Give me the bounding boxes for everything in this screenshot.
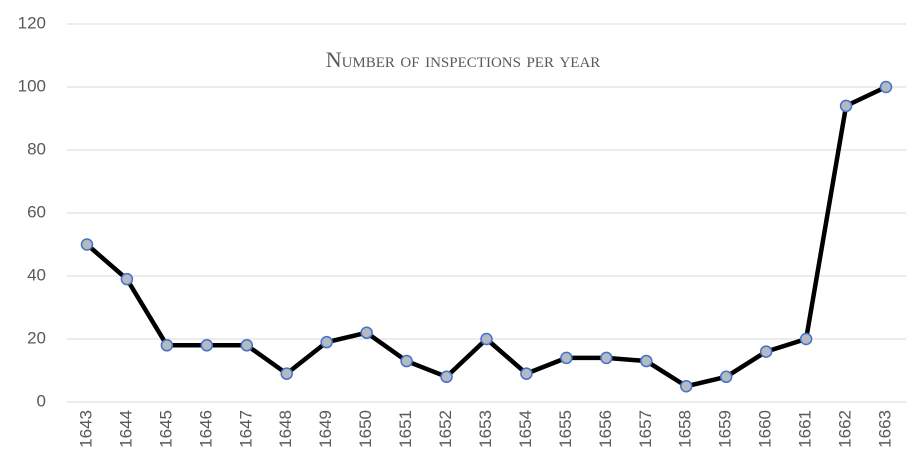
data-point: [480, 332, 493, 346]
data-point: [400, 354, 413, 368]
y-tick-label: 120: [18, 13, 46, 32]
data-point: [879, 80, 893, 94]
data-point: [240, 339, 254, 352]
x-tick-label: 1657: [636, 410, 655, 448]
x-tick-label: 1650: [356, 410, 375, 448]
x-tick-label: 1661: [796, 410, 815, 448]
x-tick-label: 1659: [716, 410, 735, 448]
data-point: [680, 380, 693, 393]
x-tick-label: 1654: [516, 410, 535, 448]
data-point: [640, 354, 653, 368]
y-tick-label: 20: [27, 328, 46, 347]
data-point: [280, 367, 293, 380]
x-tick-label: 1649: [316, 410, 335, 448]
data-point: [440, 370, 453, 384]
x-tick-label: 1643: [76, 410, 95, 448]
data-point: [600, 351, 613, 365]
data-point: [80, 238, 94, 251]
x-tick-label: 1662: [836, 410, 855, 448]
data-point: [560, 351, 573, 365]
x-tick-label: 1655: [556, 410, 575, 448]
data-point: [719, 370, 733, 384]
data-point: [839, 99, 853, 113]
data-point: [320, 335, 333, 349]
y-tick-label: 40: [27, 265, 46, 284]
x-tick-label: 1644: [116, 410, 135, 448]
x-tick-label: 1663: [876, 410, 895, 448]
x-tick-label: 1647: [236, 410, 255, 448]
y-tick-label: 80: [27, 139, 46, 158]
y-tick-label: 100: [18, 76, 46, 95]
data-point: [520, 367, 533, 380]
data-point: [759, 345, 773, 358]
y-tick-label: 0: [37, 391, 46, 410]
data-point: [360, 326, 373, 339]
x-tick-label: 1653: [476, 410, 495, 448]
x-tick-label: 1660: [756, 410, 775, 448]
x-tick-label: 1656: [596, 410, 615, 448]
chart-title: Number of inspections per year: [326, 47, 601, 72]
x-tick-label: 1651: [396, 410, 415, 448]
data-point: [160, 339, 174, 352]
y-tick-label: 60: [27, 202, 46, 221]
x-tick-label: 1645: [156, 410, 175, 448]
x-tick-label: 1652: [436, 410, 455, 448]
x-tick-label: 1646: [196, 410, 215, 448]
x-tick-label: 1648: [276, 410, 295, 448]
data-point: [799, 332, 813, 346]
x-tick-label: 1658: [676, 410, 695, 448]
data-point: [120, 272, 134, 286]
data-point: [200, 339, 214, 352]
